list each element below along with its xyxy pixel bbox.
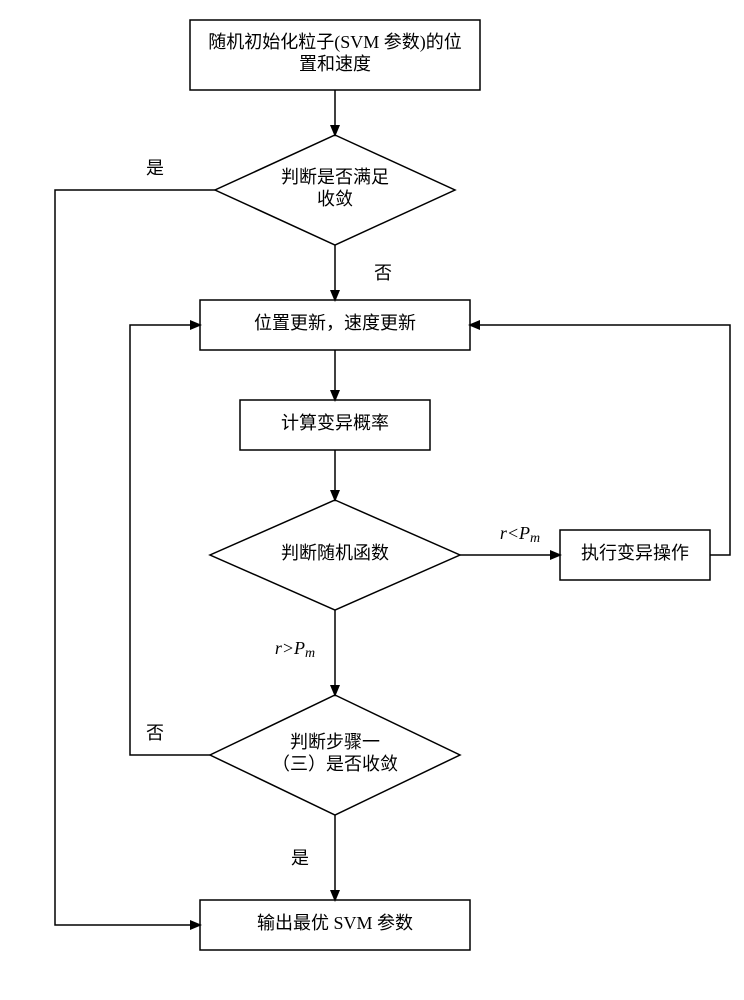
svg-text:否: 否 <box>146 723 164 743</box>
svg-text:输出最优 SVM 参数: 输出最优 SVM 参数 <box>257 913 413 933</box>
svg-text:位置更新，速度更新: 位置更新，速度更新 <box>254 313 416 333</box>
svg-text:（三）是否收敛: （三）是否收敛 <box>272 754 398 774</box>
svg-text:判断步骤一: 判断步骤一 <box>290 732 380 752</box>
svg-text:r<Pm: r<Pm <box>500 523 540 546</box>
e7 <box>470 325 730 555</box>
svg-text:置和速度: 置和速度 <box>299 54 371 74</box>
svg-text:判断随机函数: 判断随机函数 <box>281 543 389 563</box>
svg-text:计算变异概率: 计算变异概率 <box>281 413 389 433</box>
e9 <box>130 325 210 755</box>
svg-text:判断是否满足: 判断是否满足 <box>281 167 389 187</box>
svg-text:随机初始化粒子(SVM 参数)的位: 随机初始化粒子(SVM 参数)的位 <box>208 32 462 53</box>
svg-text:收敛: 收敛 <box>317 189 353 209</box>
e3 <box>55 190 215 925</box>
svg-text:否: 否 <box>374 263 392 283</box>
svg-text:是: 是 <box>146 158 164 178</box>
svg-text:是: 是 <box>291 848 309 868</box>
svg-text:r>Pm: r>Pm <box>275 638 315 661</box>
svg-text:执行变异操作: 执行变异操作 <box>581 543 689 563</box>
